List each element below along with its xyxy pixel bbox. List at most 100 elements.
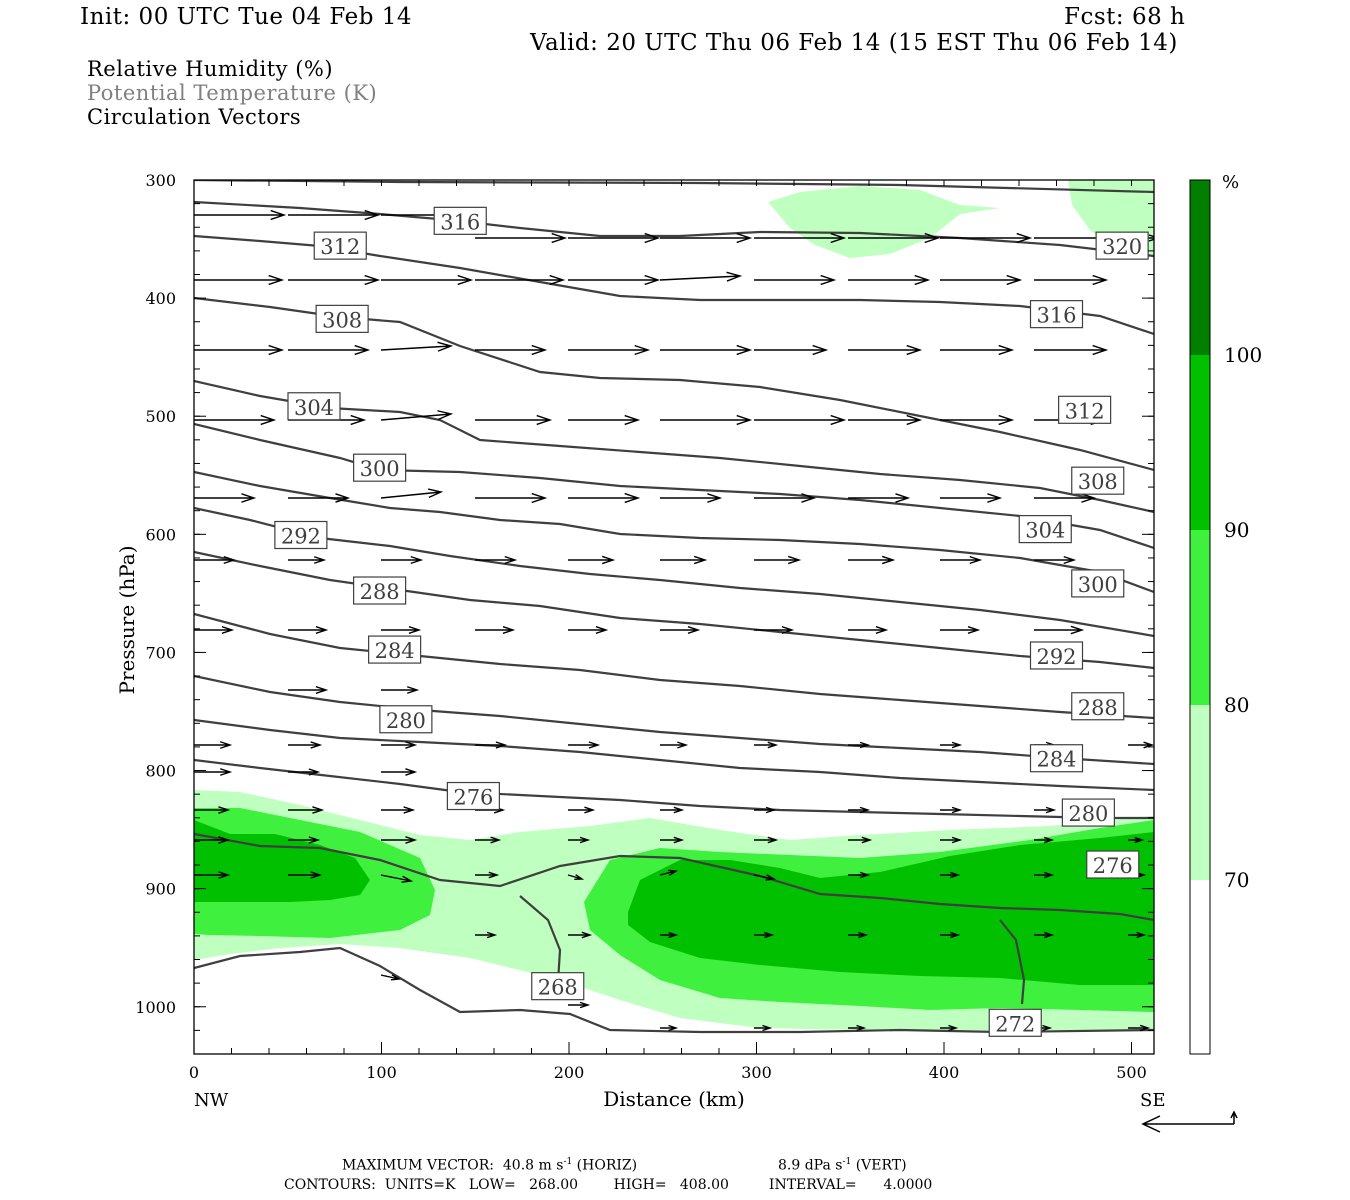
circulation-vector bbox=[940, 274, 1023, 286]
circulation-vector bbox=[380, 974, 402, 981]
colorbar-frame bbox=[1189, 179, 1211, 1055]
unit-ms-exp: -1 bbox=[563, 1157, 573, 1167]
isentrope bbox=[194, 832, 1154, 922]
circulation-vector bbox=[754, 274, 837, 286]
circulation-vector bbox=[754, 493, 817, 503]
circulation-vector bbox=[940, 806, 963, 814]
isentrope bbox=[194, 758, 1154, 820]
circulation-vector bbox=[940, 232, 1033, 244]
circulation-vector bbox=[754, 232, 847, 244]
max-vector-line: MAXIMUM VECTOR: 40.8 m s-1 (HORIZ) bbox=[342, 1157, 637, 1174]
circulation-vector bbox=[194, 274, 285, 286]
circulation-vector bbox=[288, 871, 323, 879]
circulation-vector bbox=[1034, 625, 1085, 635]
circulation-vector bbox=[381, 768, 418, 776]
circulation-vector bbox=[380, 341, 454, 352]
isentrope bbox=[194, 180, 1154, 194]
isentrope-label: 308 bbox=[1078, 470, 1118, 494]
isentrope-label-box bbox=[287, 392, 341, 421]
colorbar-band-below-70 bbox=[1190, 880, 1210, 1054]
isentrope-label-box bbox=[1086, 850, 1140, 879]
legend-relative-humidity: Relative Humidity (%) bbox=[87, 57, 334, 81]
isentrope-label-box bbox=[1018, 514, 1072, 544]
max-vert-value: 8.9 bbox=[778, 1157, 801, 1174]
x-tick-label: 300 bbox=[741, 1063, 772, 1082]
isentrope-label: 288 bbox=[1078, 696, 1118, 720]
reference-vector-vertical bbox=[1230, 1110, 1238, 1124]
isentrope bbox=[194, 674, 1154, 766]
max-vector-label: MAXIMUM VECTOR: bbox=[342, 1157, 494, 1174]
circulation-vector bbox=[475, 836, 502, 844]
colorbar: % 70 80 90 100 bbox=[1189, 172, 1262, 1055]
circulation-vector bbox=[848, 274, 931, 286]
forecast-hour: Fcst: 68 h bbox=[1064, 4, 1186, 30]
circulation-vector bbox=[660, 741, 689, 749]
isentrope-label: 292 bbox=[1036, 645, 1076, 669]
circulation-vector bbox=[194, 344, 285, 356]
circulation-vector bbox=[568, 492, 641, 504]
circulation-vector bbox=[1034, 871, 1055, 879]
circulation-vector bbox=[381, 806, 416, 814]
circulation-vector bbox=[848, 836, 873, 844]
circulation-vector bbox=[381, 274, 474, 286]
isentrope-label-box bbox=[368, 635, 422, 664]
circulation-vector bbox=[194, 626, 235, 634]
isentrope bbox=[194, 550, 1154, 670]
isentrope-label-box bbox=[315, 304, 369, 333]
circulation-vector bbox=[1034, 836, 1055, 844]
isentrope bbox=[194, 422, 1154, 550]
circulation-vector bbox=[380, 410, 454, 421]
y-tick-label: 800 bbox=[145, 762, 176, 781]
isentrope-label: 312 bbox=[320, 235, 360, 259]
circulation-vector bbox=[194, 768, 233, 776]
y-tick-label: 1000 bbox=[135, 998, 176, 1017]
circulation-vector bbox=[288, 626, 329, 634]
circulation-vector bbox=[660, 626, 701, 634]
circulation-vector bbox=[660, 232, 753, 244]
colorbar-band-100 bbox=[1190, 180, 1210, 355]
circulation-vector bbox=[475, 344, 548, 356]
isentrope-label: 272 bbox=[995, 1012, 1035, 1036]
circulation-vector bbox=[660, 555, 708, 565]
circulation-vector bbox=[754, 931, 775, 939]
isentrope bbox=[194, 379, 1154, 514]
unit-ms: m s bbox=[538, 1157, 564, 1174]
circulation-vector bbox=[381, 626, 422, 634]
circulation-vector bbox=[568, 414, 641, 426]
isentrope-label-box bbox=[353, 576, 407, 605]
circulation-vector bbox=[568, 232, 661, 244]
isentrope-label-box bbox=[1058, 395, 1112, 424]
circulation-vector bbox=[475, 492, 548, 504]
circulation-vector bbox=[1034, 493, 1097, 503]
circulation-vector bbox=[475, 931, 498, 939]
circulation-vector bbox=[754, 626, 795, 634]
circulation-vector bbox=[194, 871, 231, 879]
x-tick-label: 200 bbox=[554, 1063, 585, 1082]
isentrope-label: 304 bbox=[294, 396, 334, 420]
circulation-vector bbox=[848, 741, 871, 749]
circulation-vector bbox=[1128, 1024, 1151, 1032]
circulation-vector bbox=[660, 414, 753, 426]
x-end-label-nw: NW bbox=[194, 1090, 229, 1111]
circulation-vector bbox=[754, 806, 777, 814]
isentrope-label-box bbox=[1029, 641, 1084, 670]
circulation-vector bbox=[475, 626, 516, 634]
circulation-vector bbox=[475, 555, 518, 565]
circulation-vector bbox=[288, 836, 321, 844]
circulation-vector bbox=[940, 871, 961, 879]
colorbar-band-90 bbox=[1190, 355, 1210, 530]
circulation-vector bbox=[194, 555, 237, 565]
circulation-vector bbox=[380, 874, 414, 883]
x-axis-title: Distance (km) bbox=[603, 1087, 745, 1111]
circulation-vector bbox=[288, 556, 327, 564]
colorbar-level-label: 80 bbox=[1224, 693, 1249, 717]
circulation-vector bbox=[1034, 806, 1057, 814]
circulation-vector bbox=[754, 555, 802, 565]
circulation-vector bbox=[380, 488, 444, 499]
circulation-vector bbox=[940, 414, 1015, 426]
circulation-vector bbox=[194, 493, 257, 503]
circulation-vector bbox=[848, 1024, 867, 1032]
circulation-vector bbox=[940, 741, 963, 749]
rh-band-90 bbox=[194, 820, 370, 902]
circulation-vector bbox=[1128, 931, 1147, 939]
